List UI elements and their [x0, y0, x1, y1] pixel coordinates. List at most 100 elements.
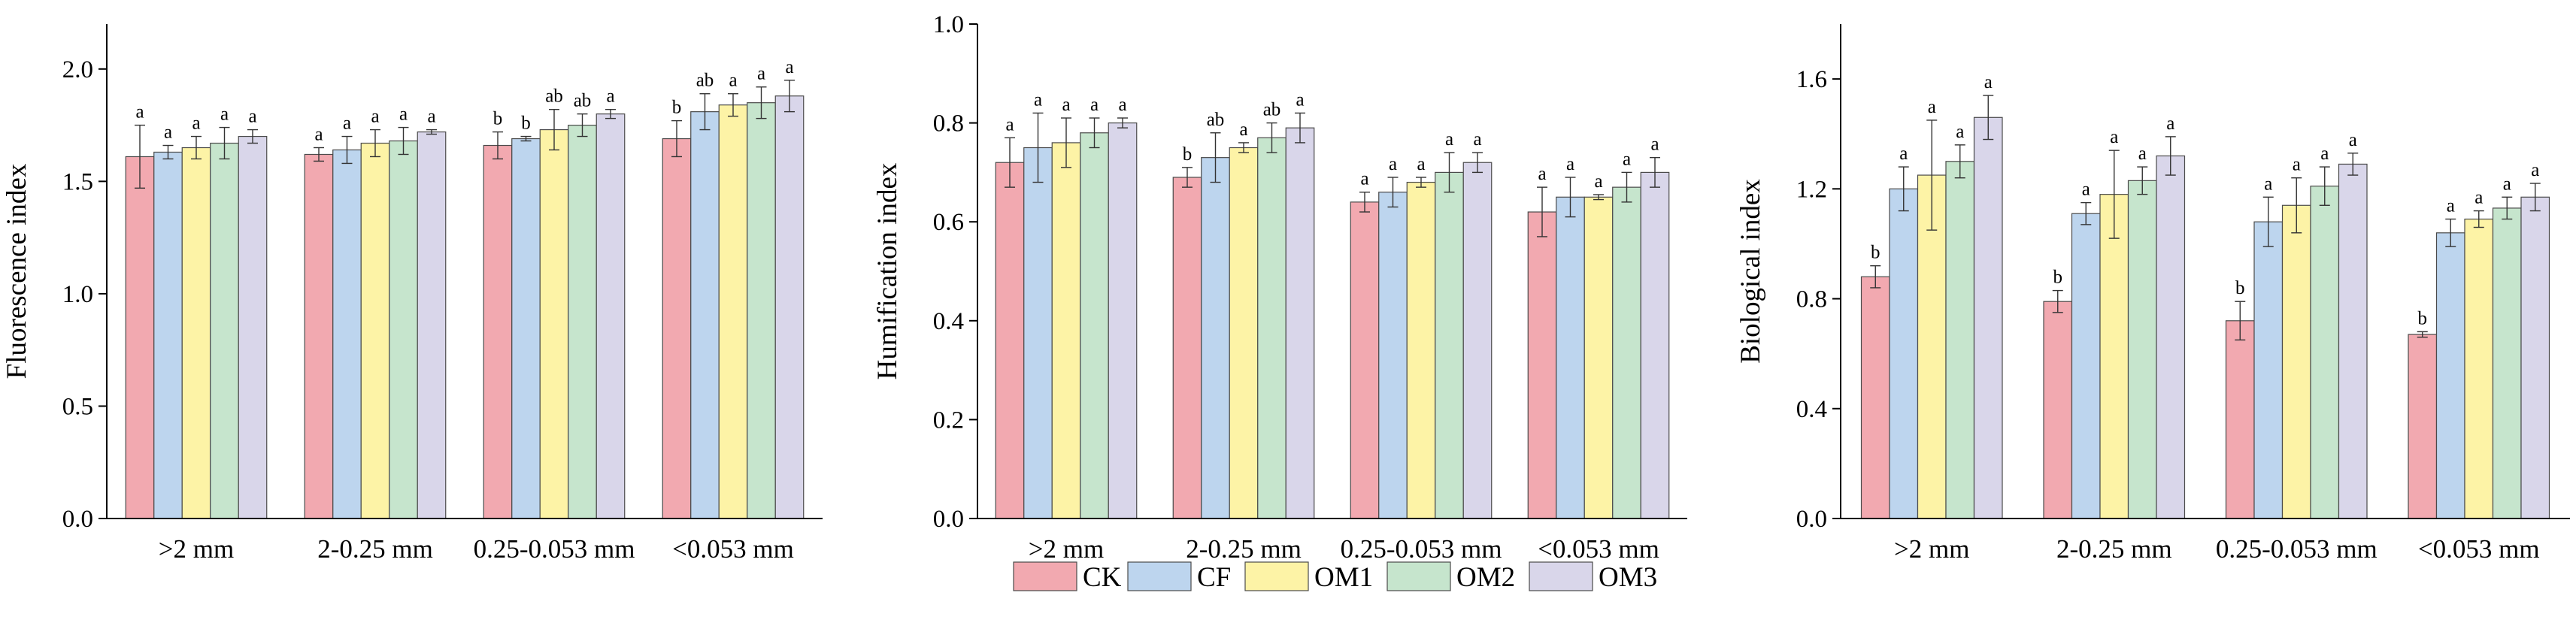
significance-label: a [606, 86, 614, 107]
significance-label: a [1899, 144, 1908, 164]
significance-label: a [2082, 180, 2090, 200]
significance-label: a [1650, 135, 1659, 155]
significance-label: a [135, 102, 144, 122]
bar [2127, 180, 2157, 519]
y-tick-label: 0.8 [1796, 286, 1827, 313]
x-tick-label: <0.053 mm [672, 534, 794, 564]
bar [1080, 132, 1109, 519]
y-tick-label: 0.2 [933, 407, 964, 434]
bar [2281, 204, 2311, 519]
bar [1435, 171, 1464, 519]
significance-label: a [2293, 155, 2301, 175]
bar [774, 95, 805, 519]
significance-label: a [2447, 196, 2455, 216]
bar [1973, 116, 2003, 519]
significance-label: a [1239, 119, 1247, 140]
significance-label: ab [696, 71, 714, 91]
significance-label: a [343, 113, 351, 134]
bar [389, 140, 418, 519]
legend-swatch [1386, 561, 1451, 591]
bar [2338, 163, 2368, 519]
bar [125, 156, 155, 519]
legend-item: OM2 [1386, 561, 1515, 593]
y-tick-label: 0.5 [62, 393, 93, 420]
bar [1889, 188, 1919, 519]
significance-label: b [521, 113, 531, 134]
significance-label: a [192, 113, 200, 134]
y-axis-label: Biological index [1735, 179, 1766, 364]
significance-label: a [2320, 144, 2329, 164]
legend-label: OM1 [1314, 562, 1373, 593]
bar [417, 131, 447, 519]
y-tick-label: 1.0 [933, 11, 964, 38]
significance-label: a [1417, 154, 1425, 174]
significance-label: a [785, 57, 793, 77]
significance-label: a [1928, 97, 1936, 117]
y-tick-label: 1.0 [62, 281, 93, 308]
significance-label: a [2474, 188, 2483, 208]
significance-label: a [1984, 72, 1993, 92]
legend-label: CF [1197, 562, 1231, 593]
y-tick-label: 0.0 [1796, 506, 1827, 533]
significance-label: b [2418, 308, 2428, 328]
significance-label: a [1445, 129, 1453, 150]
bar [1556, 196, 1585, 519]
legend-label: OM2 [1456, 562, 1515, 593]
bar [1229, 147, 1259, 519]
bar [1527, 211, 1557, 519]
y-tick-label: 1.5 [62, 168, 93, 195]
significance-label: a [2138, 144, 2147, 164]
bar [1378, 192, 1408, 519]
significance-label: ab [545, 86, 563, 107]
x-tick-label: 0.25-0.053 mm [2216, 534, 2377, 564]
legend-swatch [1013, 561, 1077, 591]
significance-label: b [1871, 243, 1880, 263]
bar [1583, 196, 1614, 519]
bar [2225, 320, 2255, 519]
bar [596, 113, 626, 519]
bar [304, 153, 334, 519]
bar [1257, 137, 1286, 519]
significance-label: a [2349, 130, 2357, 150]
legend-swatch [1127, 561, 1192, 591]
bar [2043, 301, 2073, 519]
bar [483, 144, 513, 519]
legend-item: CF [1127, 561, 1231, 593]
significance-label: a [1005, 114, 1014, 135]
y-tick-label: 0.4 [933, 308, 964, 335]
bar [332, 149, 362, 519]
significance-label: a [1389, 154, 1397, 174]
bar [1201, 157, 1230, 519]
significance-label: a [220, 104, 229, 125]
bar [2435, 232, 2465, 519]
significance-label: a [1623, 149, 1631, 169]
significance-label: a [1296, 89, 1304, 110]
significance-label: a [1956, 122, 1964, 142]
legend-swatch [1529, 561, 1593, 591]
bar [690, 111, 720, 519]
bar [2156, 155, 2186, 519]
significance-label: a [729, 71, 737, 91]
bar [1051, 142, 1081, 519]
legend-item: OM1 [1244, 561, 1373, 593]
bar [747, 102, 776, 519]
bar [662, 138, 692, 519]
bar [568, 124, 597, 519]
bar [1462, 162, 1493, 519]
x-tick-label: 2-0.25 mm [2056, 534, 2172, 564]
legend-label: CK [1083, 562, 1122, 593]
significance-label: a [1062, 95, 1070, 115]
bar [1612, 186, 1641, 519]
significance-label: a [1034, 89, 1042, 110]
significance-label: b [2053, 268, 2063, 288]
bar [2099, 194, 2129, 519]
y-tick-label: 1.2 [1796, 176, 1827, 203]
legend-label: OM3 [1599, 562, 1657, 593]
bar [210, 142, 239, 519]
significance-label: b [672, 98, 682, 118]
significance-label: a [314, 125, 323, 145]
bar [2253, 221, 2284, 519]
bar [360, 142, 390, 519]
